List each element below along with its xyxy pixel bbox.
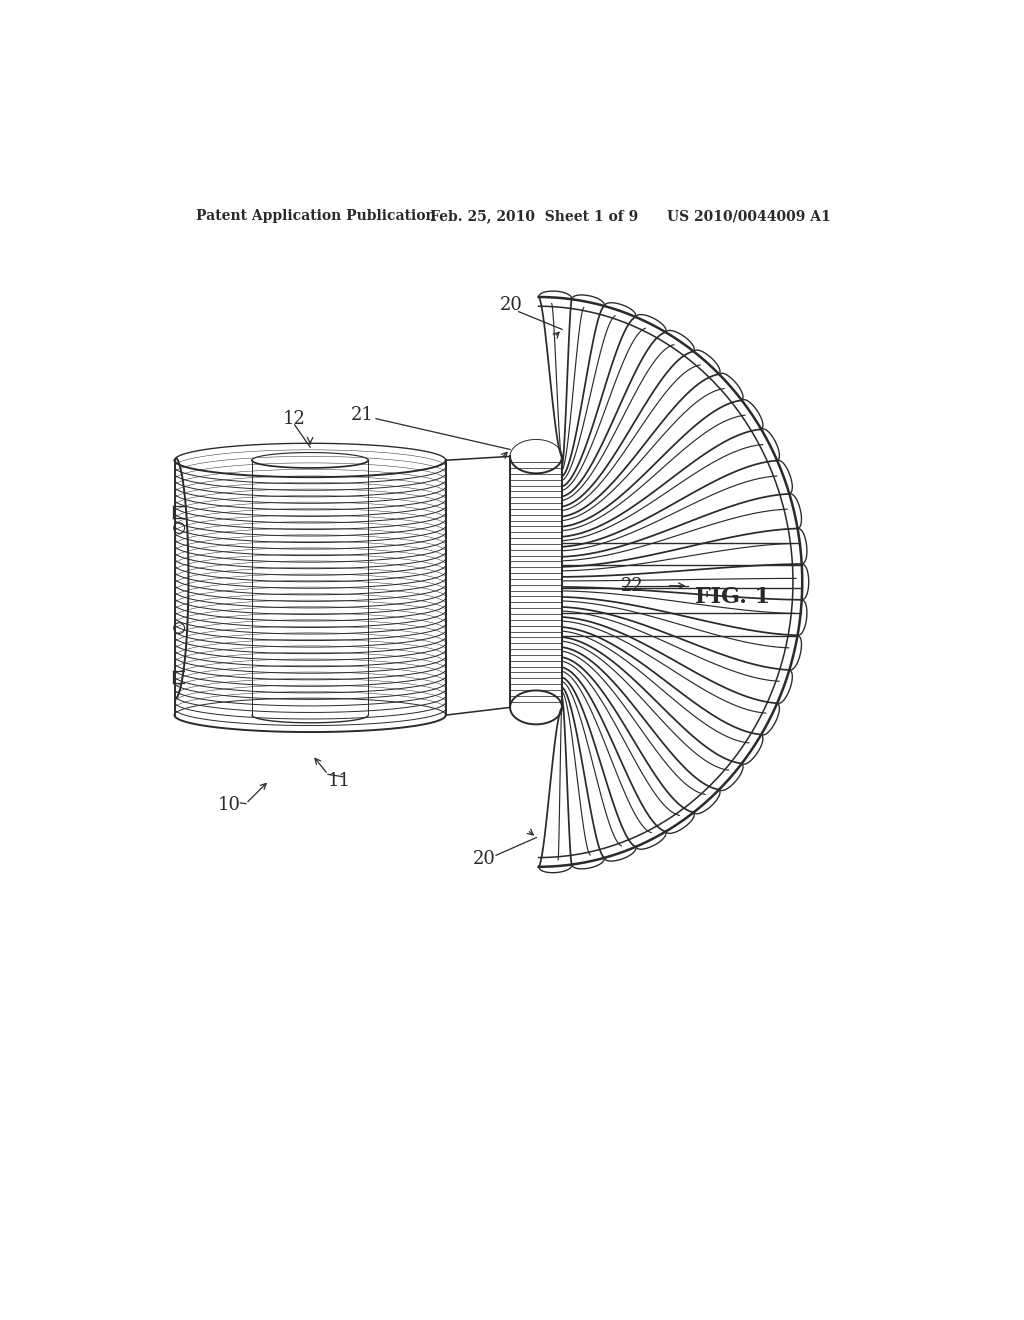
Text: US 2010/0044009 A1: US 2010/0044009 A1 xyxy=(667,209,830,223)
Text: 12: 12 xyxy=(284,409,306,428)
Text: 20: 20 xyxy=(473,850,496,869)
Text: 22: 22 xyxy=(621,577,643,595)
Text: 21: 21 xyxy=(350,405,374,424)
Text: 20: 20 xyxy=(500,297,522,314)
Text: 11: 11 xyxy=(328,772,350,789)
Text: Feb. 25, 2010  Sheet 1 of 9: Feb. 25, 2010 Sheet 1 of 9 xyxy=(430,209,639,223)
Text: Patent Application Publication: Patent Application Publication xyxy=(197,209,436,223)
Text: 10: 10 xyxy=(217,796,241,814)
Text: FIG. 1: FIG. 1 xyxy=(695,586,770,609)
